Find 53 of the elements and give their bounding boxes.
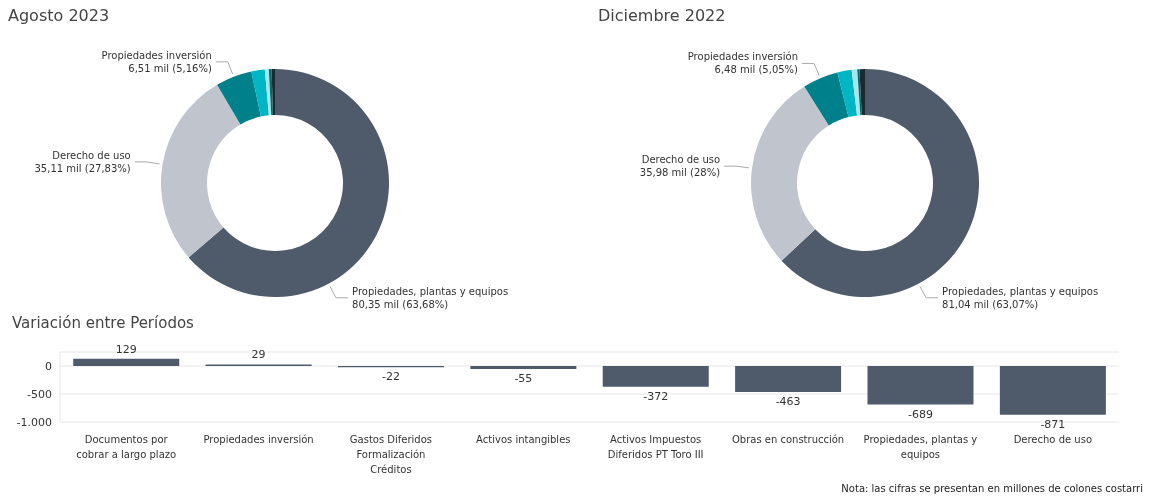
x-tick-label: Derecho de uso [1013,434,1092,446]
x-tick-label: Documentos por cobrar a largo plazo [76,434,177,461]
donut-slice [751,86,829,261]
y-tick-label: -500 [27,387,52,401]
data-label: 29 [251,348,266,362]
data-label: -463 [775,394,801,408]
data-label: -689 [908,407,933,421]
x-tick-label: Activos Impuestos Diferidos PT Toro III [607,434,704,461]
donut-slice [859,69,865,116]
bar [73,358,180,366]
data-label: 35,11 mil (27,83%) [34,162,131,174]
data-label: 80,35 mil (63,68%) [352,298,449,310]
donut-slice [851,69,861,116]
slice-label: Derecho de uso [641,154,721,166]
text: Nota: las cifras se presentan en millones de colones costarri [841,483,1143,494]
data-label: 6,48 mil (5,05%) [714,64,799,76]
x-tick-label: Obras en construcción [731,434,845,446]
x-tick-label: Gastos Diferidos Formalización Créditos [349,434,433,476]
bar [470,366,577,370]
bar [602,366,709,387]
donut-slice [161,84,241,258]
donut-slice [217,71,261,125]
bar [735,366,842,392]
data-label: 81,04 mil (63,07%) [942,298,1039,310]
donut-slice [804,72,849,126]
data-label: -871 [1040,417,1066,431]
slice-label: Derecho de uso [52,149,131,161]
donut-slice [251,69,269,117]
y-tick-label: -1.000 [16,415,52,429]
slice-label: Propiedades inversión [101,49,212,61]
x-tick-label: Activos intangibles [476,434,571,446]
data-label: 6,51 mil (5,16%) [128,62,212,74]
donut-slice [837,69,858,118]
chart-title: Variación entre Períodos [12,314,194,332]
bar [867,366,974,405]
chart-title: Diciembre 2022 [598,6,726,25]
slice-label: Propiedades, plantas y equipos [942,285,1099,297]
slice-label: Propiedades, plantas y equipos [352,285,509,297]
donut-slice [857,69,862,116]
y-tick-label: 0 [45,359,52,373]
donut-slice [264,69,272,116]
bar [999,366,1106,415]
x-tick-label: Propiedades inversión [203,434,314,446]
chart-title: Agosto 2023 [8,6,110,25]
data-label: 129 [115,342,137,356]
donut-slice [268,69,273,116]
data-label: -55 [514,372,533,386]
data-label: -22 [382,370,400,384]
x-tick-label: Propiedades, plantas y equipos [863,434,978,461]
donut-slice [271,69,275,116]
slice-label: Propiedades inversión [687,51,799,63]
data-label: 35,98 mil (28%) [639,167,721,179]
data-label: -372 [643,389,669,403]
